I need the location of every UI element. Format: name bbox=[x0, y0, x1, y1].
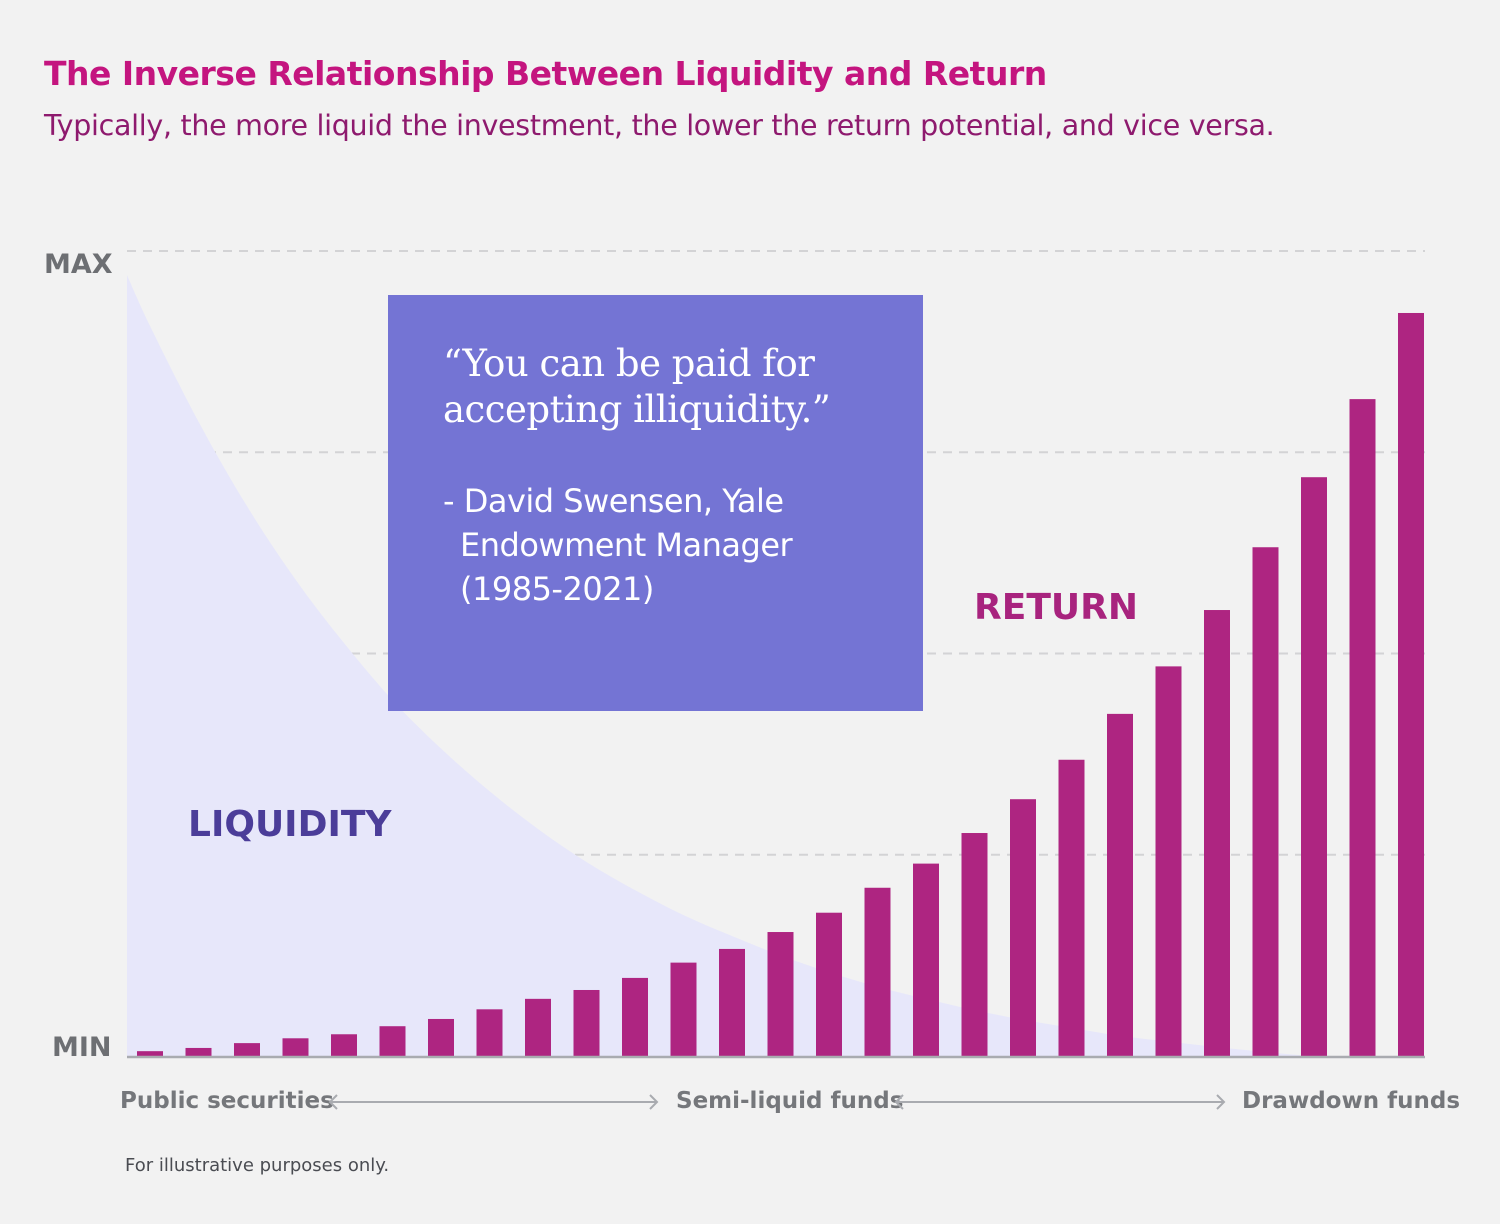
return-bar bbox=[476, 1009, 503, 1056]
return-bar bbox=[1349, 399, 1376, 1056]
return-bar bbox=[913, 863, 939, 1056]
return-bar bbox=[670, 962, 697, 1056]
return-bar bbox=[816, 912, 842, 1056]
return-label: RETURN bbox=[974, 587, 1138, 628]
y-tick-max: MAX bbox=[44, 249, 113, 280]
return-bar bbox=[961, 833, 988, 1056]
return-bar bbox=[1010, 799, 1036, 1056]
quote-line: accepting illiquidity.” bbox=[443, 388, 831, 431]
return-bar bbox=[1155, 666, 1182, 1056]
liquidity-label: LIQUIDITY bbox=[188, 804, 392, 845]
x-category-semi-liquid-funds: Semi-liquid funds bbox=[676, 1088, 903, 1114]
attribution-line: - David Swensen, Yale bbox=[443, 482, 784, 520]
return-bar bbox=[379, 1026, 406, 1056]
return-bar bbox=[1107, 713, 1133, 1056]
quote-text: “You can be paid for accepting illiquidi… bbox=[443, 341, 923, 433]
return-bar bbox=[573, 989, 600, 1056]
return-bar bbox=[234, 1043, 260, 1056]
attribution-line: (1985-2021) bbox=[460, 570, 654, 608]
double-arrow-2 bbox=[894, 1094, 1226, 1110]
footnote: For illustrative purposes only. bbox=[125, 1155, 390, 1176]
return-bars bbox=[137, 312, 1424, 1057]
return-bar bbox=[185, 1047, 212, 1056]
attribution-line: Endowment Manager bbox=[460, 526, 793, 564]
return-bar bbox=[622, 977, 648, 1056]
return-bar bbox=[1252, 547, 1279, 1056]
quote-box: “You can be paid for accepting illiquidi… bbox=[388, 295, 923, 711]
chart-title: The Inverse Relationship Between Liquidi… bbox=[44, 54, 1047, 93]
chart-subtitle: Typically, the more liquid the investmen… bbox=[44, 109, 1275, 142]
return-bar bbox=[864, 887, 891, 1056]
return-bar bbox=[428, 1018, 454, 1056]
quote-line: “You can be paid for bbox=[443, 342, 815, 385]
return-bar bbox=[1204, 610, 1230, 1056]
return-bar bbox=[137, 1051, 163, 1056]
return-bar bbox=[719, 948, 745, 1056]
y-tick-min: MIN bbox=[52, 1032, 112, 1063]
return-bar bbox=[1058, 759, 1085, 1056]
x-category-drawdown-funds: Drawdown funds bbox=[1242, 1088, 1460, 1114]
quote-attribution: - David Swensen, Yale Endowment Manager … bbox=[443, 479, 923, 611]
return-bar bbox=[525, 998, 551, 1056]
return-bar bbox=[282, 1038, 309, 1056]
return-bar bbox=[1301, 477, 1327, 1057]
double-arrow-1 bbox=[328, 1094, 659, 1110]
return-bar bbox=[331, 1034, 357, 1056]
liquidity-area bbox=[127, 275, 1425, 1056]
return-bar bbox=[767, 932, 794, 1056]
x-category-public-securities: Public securities bbox=[120, 1088, 334, 1114]
return-bar bbox=[1398, 312, 1424, 1056]
